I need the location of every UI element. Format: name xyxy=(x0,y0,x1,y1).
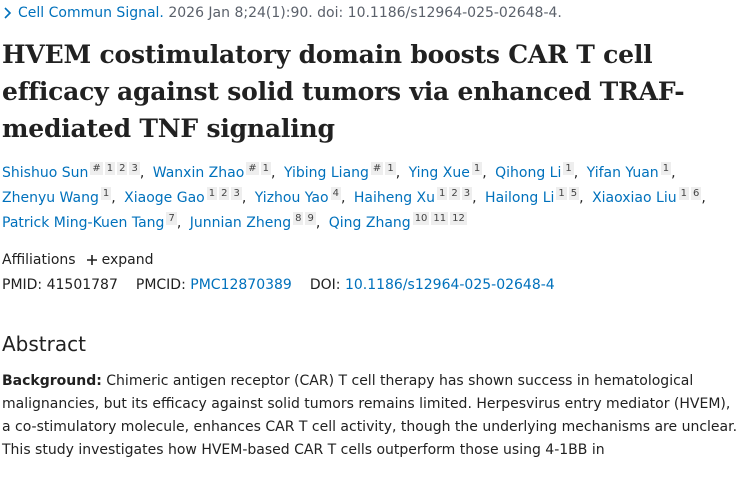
affiliation-ref[interactable]: 1 xyxy=(437,187,448,200)
author-list: Shishuo Sun#123 Wanxin Zhao#1 Yibing Lia… xyxy=(2,161,732,236)
expand-label[interactable]: expand xyxy=(101,252,154,268)
author: Haiheng Xu 1 2 3 xyxy=(353,187,481,206)
affiliation-ref[interactable]: 5 xyxy=(568,187,580,200)
affiliation-ref[interactable]: 8 xyxy=(293,212,304,225)
affiliation-ref[interactable]: # xyxy=(90,162,103,175)
author-link[interactable]: Yizhou Yao xyxy=(254,190,329,206)
affiliation-ref[interactable]: 4 xyxy=(330,187,341,200)
author: Yibing Liang #1 xyxy=(283,162,404,181)
author-link[interactable]: Yifan Yuan xyxy=(586,165,659,181)
affiliation-ref[interactable]: 10 xyxy=(412,212,430,225)
author: Qing Zhang 10 11 12 xyxy=(328,212,467,231)
author: Wanxin Zhao #1 xyxy=(152,162,280,181)
expand-button[interactable]: expand xyxy=(86,252,154,268)
affiliation-ref[interactable]: 3 xyxy=(461,187,473,200)
affiliation-ref[interactable]: 1 xyxy=(660,162,672,175)
author: Ying Xue 1 xyxy=(408,162,491,181)
identifier: PMCID: PMC12870389 xyxy=(136,277,292,293)
affiliation-ref[interactable]: 3 xyxy=(129,162,140,175)
chevron-icon xyxy=(4,7,12,19)
author-link[interactable]: Patrick Ming-Kuen Tang xyxy=(2,215,165,231)
journal-link[interactable]: Cell Commun Signal. xyxy=(18,5,164,21)
author: Patrick Ming-Kuen Tang 7 xyxy=(2,212,185,231)
identifier-label: PMCID: xyxy=(135,277,186,293)
identifier-label: DOI: xyxy=(309,277,341,293)
affiliation-ref[interactable]: 9 xyxy=(305,212,316,225)
identifiers: PMID: 41501787 PMCID: PMC12870389 DOI: 10.… xyxy=(2,277,742,293)
author-link[interactable]: Wanxin Zhao xyxy=(152,165,245,181)
author: Xiaoge Gao 1 2 3 xyxy=(124,187,250,206)
affiliation-ref[interactable]: 1 xyxy=(563,162,574,175)
identifier: PMID: 41501787 xyxy=(2,277,118,293)
affiliation-ref[interactable]: 1 xyxy=(471,162,483,175)
author: Hailong Li 1 5 xyxy=(485,187,588,206)
identifier-link[interactable]: 10.1186/s12964-025-02648-4 xyxy=(344,277,555,293)
author-link[interactable]: Hailong Li xyxy=(485,190,555,206)
abstract-text: Background: Chimeric antigen receptor (C… xyxy=(2,370,740,462)
affiliation-ref[interactable]: 1 xyxy=(385,162,396,175)
identifier: DOI: 10.1186/s12964-025-02648-4 xyxy=(310,277,555,293)
citation: Cell Commun Signal. 2026 Jan 8;24(1):90.… xyxy=(2,2,742,24)
affiliation-ref[interactable]: 6 xyxy=(690,187,702,200)
author-link[interactable]: Xiaoxiao Liu xyxy=(592,190,677,206)
citation-details: 2026 Jan 8;24(1):90. doi: 10.1186/s12964… xyxy=(168,5,562,21)
affiliations: Affiliations expand xyxy=(2,252,742,268)
article-title: HVEM costimulatory domain boosts CAR T c… xyxy=(2,40,685,143)
affiliation-ref[interactable]: 1 xyxy=(678,187,689,200)
affiliations-label: Affiliations xyxy=(2,252,76,268)
affiliation-ref[interactable]: # xyxy=(370,162,384,175)
author-link[interactable]: Qihong Li xyxy=(495,165,562,181)
identifier-label: PMID: xyxy=(2,277,43,293)
affiliation-ref[interactable]: 1 xyxy=(206,187,218,200)
author: Yizhou Yao 4 xyxy=(254,187,349,206)
affiliation-ref[interactable]: 2 xyxy=(117,162,128,175)
affiliation-ref[interactable]: 1 xyxy=(104,162,116,175)
author-link[interactable]: Haiheng Xu xyxy=(353,190,436,206)
author: Zhenyu Wang 1 xyxy=(2,187,120,206)
plus-icon xyxy=(86,255,97,265)
author-link[interactable]: Zhenyu Wang xyxy=(2,190,99,206)
identifier-value: 41501787 xyxy=(46,277,118,293)
abstract-label: Background: xyxy=(2,373,102,389)
abstract-heading: Abstract xyxy=(2,332,86,356)
author: Junnian Zheng 8 9 xyxy=(189,212,324,231)
author: Yifan Yuan 1 xyxy=(586,162,680,181)
author-link[interactable]: Qing Zhang xyxy=(328,215,411,231)
identifier-link[interactable]: PMC12870389 xyxy=(190,277,292,293)
affiliation-ref[interactable]: 1 xyxy=(260,162,272,175)
author-link[interactable]: Yibing Liang xyxy=(283,165,369,181)
author-link[interactable]: Xiaoge Gao xyxy=(124,190,205,206)
affiliation-ref[interactable]: 3 xyxy=(231,187,242,200)
author-link[interactable]: Shishuo Sun xyxy=(2,165,89,181)
author-link[interactable]: Junnian Zheng xyxy=(189,215,292,231)
affiliation-ref[interactable]: 1 xyxy=(100,187,112,200)
affiliation-ref[interactable]: 2 xyxy=(449,187,460,200)
author: Qihong Li 1 xyxy=(495,162,582,181)
author: Xiaoxiao Liu 1 6 xyxy=(592,187,710,206)
article-header: Cell Commun Signal. 2026 Jan 8;24(1):90.… xyxy=(2,2,742,462)
affiliation-ref[interactable]: 1 xyxy=(556,187,567,200)
affiliation-ref[interactable]: 7 xyxy=(166,212,177,225)
affiliation-ref[interactable]: # xyxy=(246,162,259,175)
affiliation-ref[interactable]: 11 xyxy=(431,212,449,225)
abstract-body: Chimeric antigen receptor (CAR) T cell t… xyxy=(2,373,738,458)
author-link[interactable]: Ying Xue xyxy=(408,165,470,181)
author: Shishuo Sun #1 2 3 xyxy=(2,162,148,181)
affiliation-ref[interactable]: 2 xyxy=(219,187,230,200)
affiliation-ref[interactable]: 12 xyxy=(450,212,467,225)
